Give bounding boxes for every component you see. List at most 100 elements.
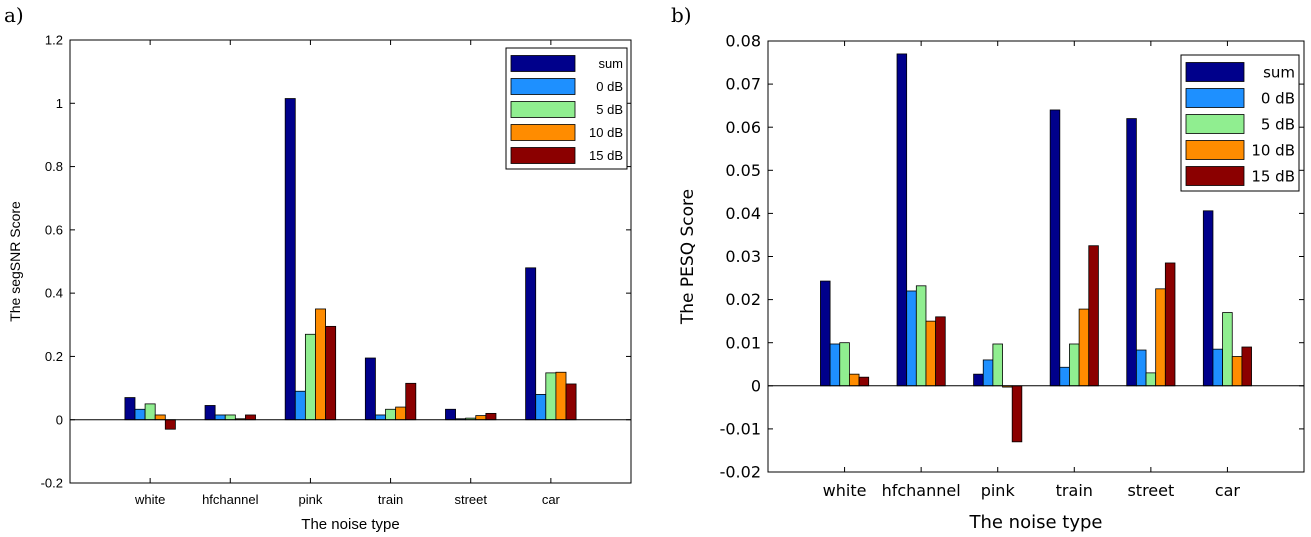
y-tick-label: 0 [751, 376, 761, 395]
bar-pink-10dB [315, 308, 326, 421]
legend-label-5dB: 5 dB [596, 102, 623, 117]
legend-swatch-sum [510, 55, 576, 72]
legend-swatch-5dB [1185, 114, 1245, 134]
bar-car-10dB [555, 371, 567, 421]
legend: sum 0 dB 5 dB 10 dB 15 dB [505, 47, 628, 170]
bar-hfchannel-15dB [245, 414, 256, 421]
bar-white-0dB [829, 343, 841, 387]
y-tick-label: 0.04 [725, 204, 761, 223]
legend-swatch-0dB [510, 78, 576, 95]
legend-label-5dB: 5 dB [1261, 115, 1295, 133]
y-axis-title: The segSNR Score [7, 201, 23, 322]
x-axis-title: The noise type [968, 512, 1102, 533]
legend-swatch-15dB [510, 147, 576, 164]
x-axis-title: The noise type [301, 516, 399, 533]
bar-hfchannel-0dB [906, 290, 917, 387]
bar-train-0dB [375, 414, 386, 421]
bar-pink-5dB [304, 333, 316, 421]
bar-train-sum [364, 357, 376, 421]
chart-a-segsnr: -0.2 0 0.2 0.4 0.6 0.8 1 1.2 white hfchannel pink t… [7, 33, 632, 533]
legend-label-15dB: 15 dB [1251, 167, 1295, 185]
legend-label-sum: sum [1263, 63, 1295, 81]
bar-pink-sum [284, 98, 296, 421]
bar-white-sum [820, 280, 831, 387]
y-tick-label: 0.01 [725, 333, 761, 352]
bar-street-10dB [475, 415, 487, 421]
bar-train-5dB [385, 408, 397, 421]
bar-pink-0dB [982, 359, 994, 387]
x-tick-label-white: white [134, 492, 165, 507]
bar-car-sum [525, 267, 537, 421]
legend-label-sum: sum [598, 56, 623, 71]
bar-street-sum [1126, 118, 1137, 387]
bar-train-0dB [1059, 366, 1070, 387]
legend-swatch-15dB [1185, 166, 1245, 186]
axes-frame [69, 39, 632, 484]
bar-white-10dB [154, 414, 166, 421]
bar-train-10dB [395, 406, 407, 421]
x-tick-label-car: car [542, 492, 561, 507]
x-tick-label-pink: pink [298, 492, 322, 507]
bar-pink-15dB [325, 325, 337, 421]
x-tick-label-train: train [1056, 481, 1093, 500]
bar-white-15dB [164, 419, 176, 430]
y-tick-label: -0.02 [720, 463, 761, 482]
legend-label-15dB: 15 dB [589, 148, 623, 163]
bar-street-10dB [1155, 288, 1166, 387]
bar-hfchannel-10dB [925, 320, 937, 387]
y-tick-label: 0.07 [725, 75, 761, 94]
bar-car-10dB [1231, 356, 1243, 387]
y-tick-label: -0.01 [720, 420, 761, 439]
y-tick-label: 0.02 [725, 290, 761, 309]
bar-pink-15dB [1011, 385, 1023, 443]
y-tick-label: 0.03 [725, 247, 761, 266]
bar-pink-5dB [992, 343, 1003, 387]
bar-car-5dB [1222, 312, 1233, 387]
legend-swatch-0dB [1185, 88, 1245, 108]
x-tick-label-pink: pink [981, 481, 1016, 500]
bar-white-15dB [858, 376, 870, 387]
bar-hfchannel-15dB [935, 316, 946, 387]
bar-car-0dB [1212, 348, 1224, 387]
x-tick-label-white: white [823, 481, 867, 500]
legend-swatch-5dB [510, 101, 576, 118]
legend-label-0dB: 0 dB [596, 79, 623, 94]
bar-train-5dB [1069, 343, 1080, 387]
panel-b-letter: b) [671, 3, 692, 27]
bar-white-5dB [144, 403, 156, 421]
y-tick-label: 0.05 [725, 161, 761, 180]
bar-white-10dB [849, 373, 860, 387]
bar-street-sum [445, 408, 456, 421]
legend-swatch-10dB [1185, 140, 1245, 160]
bar-pink-0dB [294, 390, 306, 421]
bar-white-0dB [134, 408, 146, 421]
legend-label-0dB: 0 dB [1261, 89, 1295, 107]
y-tick-label: 0.8 [45, 159, 63, 174]
y-tick-label: 0.2 [45, 349, 63, 364]
bar-train-15dB [1088, 245, 1099, 387]
chart-b-pesq: -0.02 -0.01 0 0.01 0.02 0.03 0.04 0.05 0.06 0.07 0… [678, 32, 1305, 533]
bar-street-15dB [1164, 262, 1176, 387]
bar-street-0dB [1135, 349, 1147, 387]
x-tick-label-hfchannel: hfchannel [882, 481, 961, 500]
bar-hfchannel-sum [204, 405, 216, 421]
y-tick-label: -0.2 [41, 476, 63, 491]
bar-car-5dB [545, 372, 557, 421]
bar-car-sum [1202, 210, 1214, 387]
bar-car-0dB [535, 393, 547, 421]
y-tick-label: 0.6 [45, 222, 63, 237]
y-tick-label: 1 [56, 96, 63, 111]
x-tick-label-hfchannel: hfchannel [202, 492, 258, 507]
bar-train-10dB [1078, 308, 1090, 387]
bar-street-5dB [1145, 372, 1157, 387]
y-tick-label: 0 [56, 412, 63, 427]
x-tick-label-street: street [1127, 481, 1174, 500]
panel-a-letter: a) [4, 3, 24, 27]
x-tick-label-car: car [1215, 481, 1241, 500]
legend-swatch-sum [1185, 62, 1245, 82]
x-tick-label-street: street [454, 492, 487, 507]
legend: sum 0 dB 5 dB 10 dB 15 dB [1180, 54, 1300, 192]
y-tick-label: 0.4 [45, 286, 63, 301]
legend-label-10dB: 10 dB [1251, 141, 1295, 159]
